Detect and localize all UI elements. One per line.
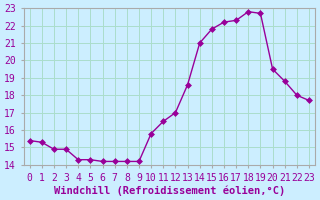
X-axis label: Windchill (Refroidissement éolien,°C): Windchill (Refroidissement éolien,°C) [54, 185, 285, 196]
